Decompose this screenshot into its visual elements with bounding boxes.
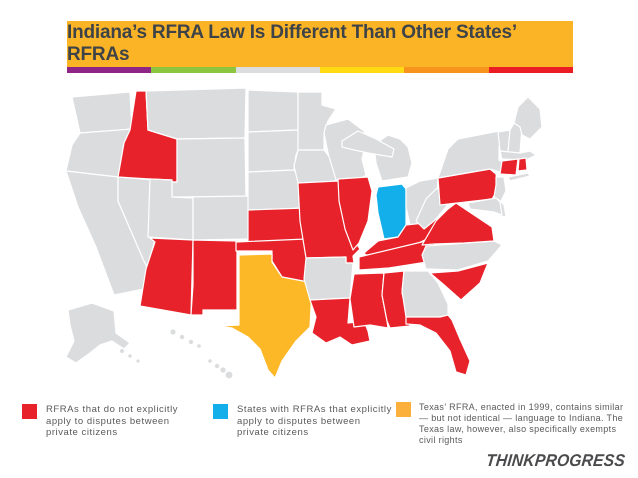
state-AR <box>303 256 354 301</box>
state-AK <box>65 302 131 364</box>
island-AK-1 <box>128 354 132 358</box>
island-HI-0 <box>170 329 176 335</box>
legend-swatch-red <box>22 404 37 419</box>
state-MI-part1 <box>341 130 395 158</box>
title-bar: Indiana’s RFRA Law Is Different Than Oth… <box>67 21 573 67</box>
us-map-container <box>60 85 580 395</box>
state-SC <box>429 262 489 301</box>
state-NC <box>421 240 503 271</box>
island-AK-2 <box>136 359 140 363</box>
state-LI <box>507 172 531 182</box>
stripe-segment-4 <box>404 67 489 73</box>
state-LA <box>309 297 371 346</box>
state-RI <box>517 157 528 172</box>
state-CO <box>183 195 251 241</box>
page-title: Indiana’s RFRA Law Is Different Than Oth… <box>67 22 516 65</box>
state-MS <box>349 272 389 329</box>
state-IL <box>337 176 373 251</box>
stripe-segment-5 <box>488 67 573 73</box>
legend-label-yellow: Texas’ RFRA, enacted in 1999, contains s… <box>419 402 624 445</box>
legend-label-red: RFRAs that do not explicitly apply to di… <box>46 404 179 438</box>
us-map <box>65 87 543 379</box>
state-FL <box>405 314 471 376</box>
island-HI-6 <box>220 367 226 373</box>
color-stripe <box>67 67 573 73</box>
state-ND <box>247 89 299 133</box>
state-CT <box>499 158 519 176</box>
state-ME <box>513 96 543 140</box>
legend-swatch-yellow <box>396 402 411 417</box>
state-WA <box>71 91 133 134</box>
thinkprogress-logo: THINKPROGRESS <box>485 451 627 473</box>
state-VA <box>421 202 495 246</box>
stripe-segment-0 <box>67 67 152 73</box>
state-TX <box>217 253 313 379</box>
state-MD <box>467 197 503 216</box>
state-WY <box>171 137 247 198</box>
island-HI-1 <box>179 334 185 340</box>
stripe-segment-3 <box>319 67 405 73</box>
island-HI-2 <box>188 339 194 345</box>
state-NM <box>190 239 238 316</box>
island-HI-3 <box>197 344 201 348</box>
legend-swatch-blue <box>213 404 228 419</box>
island-HI-5 <box>214 363 220 369</box>
island-HI-4 <box>208 359 212 363</box>
state-NH <box>507 122 523 154</box>
legend-label-blue: States with RFRAs that explicitly apply … <box>237 404 392 438</box>
stripe-segment-2 <box>235 67 320 73</box>
island-HI-7 <box>225 371 233 379</box>
state-MT <box>145 87 247 140</box>
island-AK-0 <box>120 349 124 353</box>
stripe-segment-1 <box>151 67 236 73</box>
state-MA <box>499 150 537 161</box>
